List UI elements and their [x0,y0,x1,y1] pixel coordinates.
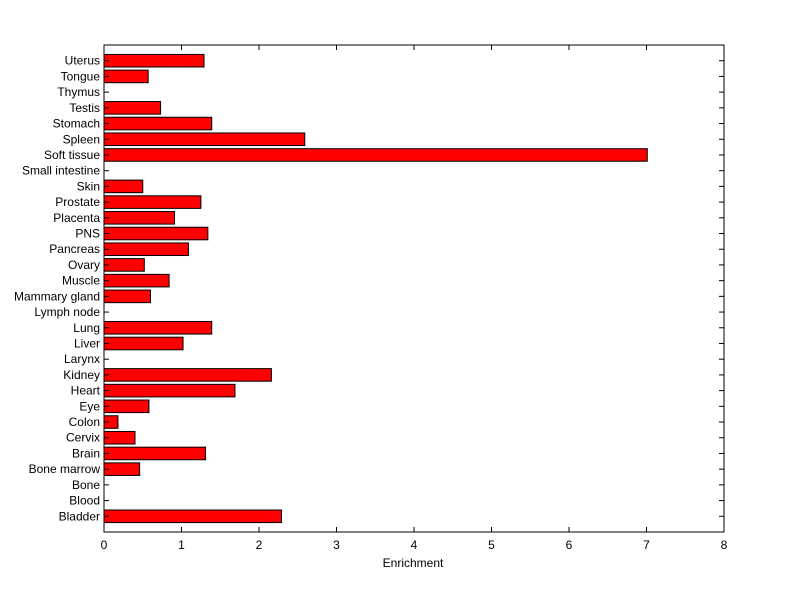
bar-pns [103,226,209,241]
y-tick-label: Skin [77,179,100,193]
y-tick-label: Mammary gland [14,289,100,303]
y-tick-label: Muscle [62,274,100,288]
y-tick-label: Testis [69,101,100,115]
y-tick-label: Stomach [53,117,100,131]
bar-mammary-gland [103,289,151,304]
y-tick-label: Uterus [65,54,100,68]
x-tick-labels: 0 1 2 3 4 5 6 7 8 [101,538,728,552]
y-tick-label: PNS [75,227,100,241]
bar-heart [103,383,236,398]
bar-ovary [103,258,145,272]
x-tick-label: 3 [333,538,340,552]
bar-spleen [103,132,306,147]
y-tick-label: Bone marrow [29,462,101,476]
x-tick-label: 0 [101,538,108,552]
x-tick-label: 4 [411,538,418,552]
y-tick-label: Colon [69,415,100,429]
x-tick-label: 6 [566,538,573,552]
bar-brain [103,446,207,461]
y-tick-label: Blood [69,494,100,508]
y-tick-label: Tongue [61,69,101,83]
bar-kidney [103,368,272,382]
bar-tongue [103,69,149,84]
y-tick-label: Pancreas [49,242,100,256]
x-tick-label: 5 [488,538,495,552]
bar-soft-tissue [103,148,648,162]
y-tick-label: Cervix [66,431,100,445]
x-tick-label: 1 [178,538,185,552]
axes-frame [103,44,725,533]
y-tick-label: Placenta [53,211,100,225]
bar-eye [103,399,150,414]
bar-lung [103,320,213,335]
ticks [103,45,725,532]
y-tick-label: Eye [79,399,100,413]
y-tick-label: Heart [71,384,101,398]
x-tick-label: 2 [256,538,263,552]
bar-pancreas [103,242,189,257]
y-tick-label: Small intestine [22,164,100,178]
bar-uterus [103,53,205,68]
y-tick-label: Prostate [55,195,100,209]
y-tick-label: Ovary [68,258,100,272]
bar-stomach [103,116,213,131]
y-tick-label: Lymph node [34,305,100,319]
bar-placenta [103,211,176,225]
y-tick-label: Kidney [63,368,100,382]
bar-liver [103,336,184,351]
bar-prostate [103,195,202,209]
y-tick-label: Lung [73,321,100,335]
y-tick-label: Bladder [59,509,100,523]
bar-bone-marrow [103,462,141,476]
y-tick-label: Brain [72,446,100,460]
y-tick-label: Soft tissue [44,148,100,162]
y-tick-label: Spleen [63,132,100,146]
bar-skin [103,179,144,194]
bar-muscle [103,273,170,288]
x-axis-label: Enrichment [383,556,444,570]
x-tick-label: 8 [721,538,728,552]
bar-testis [103,101,162,115]
y-tick-label: Thymus [57,85,100,99]
y-tick-label: Larynx [64,352,100,366]
x-tick-label: 7 [643,538,650,552]
y-tick-label: Bone [72,478,100,492]
bar-bladder [103,509,282,524]
y-tick-label: Liver [74,336,100,350]
